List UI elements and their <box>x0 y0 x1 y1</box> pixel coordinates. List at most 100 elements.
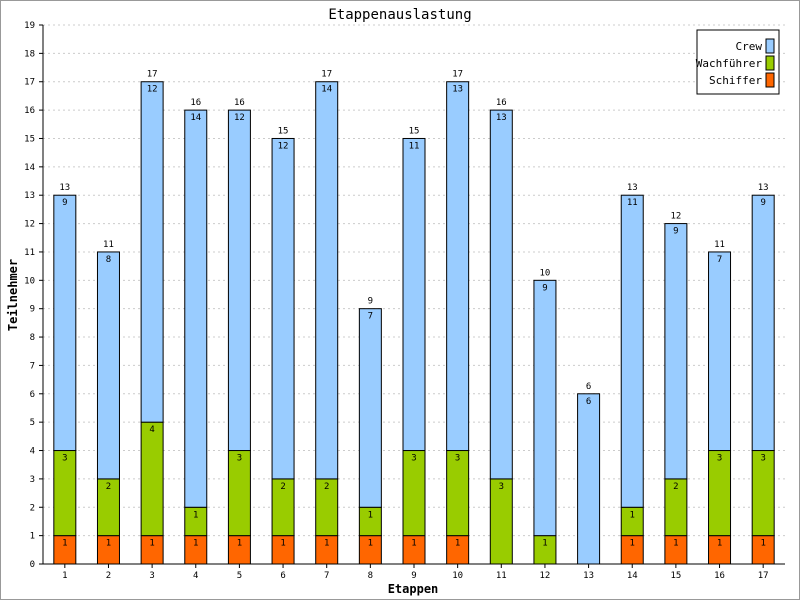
y-tick-label: 0 <box>30 560 35 570</box>
legend: Crew Wachführer Schiffer <box>696 29 780 95</box>
segment-value-label: 3 <box>717 454 722 464</box>
y-tick-label: 9 <box>30 305 35 315</box>
segment-value-label: 3 <box>62 454 67 464</box>
segment-value-label: 1 <box>62 539 67 549</box>
segment-value-label: 1 <box>455 539 460 549</box>
segment-value-label: 1 <box>760 539 765 549</box>
bar-stack-9: 1 3 11 15 <box>402 126 426 565</box>
x-tick-label: 7 <box>324 571 329 581</box>
y-tick-label: 15 <box>24 134 35 144</box>
segment-value-label: 11 <box>409 141 420 151</box>
x-tick-label: 8 <box>368 571 373 581</box>
chart-title: Etappenauslastung <box>328 7 471 23</box>
bar-total-label: 15 <box>409 126 420 136</box>
segment-value-label: 1 <box>368 510 373 520</box>
bar-segment-wachführer <box>140 421 164 537</box>
bar-stack-16: 1 3 7 11 <box>708 240 732 565</box>
x-tick-label: 12 <box>540 571 551 581</box>
segment-value-label: 6 <box>586 397 591 407</box>
bar-segment-crew <box>577 393 601 565</box>
segment-value-label: 4 <box>149 425 154 435</box>
segment-value-label: 1 <box>542 539 547 549</box>
segment-value-label: 1 <box>193 510 198 520</box>
x-tick-label: 4 <box>193 571 198 581</box>
bar-total-label: 17 <box>452 70 463 80</box>
x-axis-title: Etappen <box>388 582 439 596</box>
x-tick-label: 6 <box>280 571 285 581</box>
bar-segment-crew <box>751 194 775 452</box>
bar-segment-crew <box>140 81 164 423</box>
y-tick-label: 2 <box>30 503 35 513</box>
bar-stack-7: 1 2 14 17 <box>315 70 339 565</box>
legend-swatch <box>765 38 775 54</box>
segment-value-label: 13 <box>496 113 507 123</box>
segment-value-label: 2 <box>106 482 111 492</box>
segment-value-label: 7 <box>717 255 722 265</box>
segment-value-label: 14 <box>190 113 201 123</box>
segment-value-label: 1 <box>717 539 722 549</box>
y-tick-label: 13 <box>24 191 35 201</box>
bar-segment-crew <box>446 81 470 452</box>
x-tick-label: 16 <box>714 571 725 581</box>
bar-total-label: 11 <box>714 240 725 250</box>
y-tick-label: 10 <box>24 276 35 286</box>
bar-total-label: 17 <box>321 70 332 80</box>
bar-segment-crew <box>184 109 208 508</box>
x-tick-label: 9 <box>411 571 416 581</box>
bar-total-label: 10 <box>540 268 551 278</box>
bar-stack-13: 66 <box>577 382 601 565</box>
segment-value-label: 2 <box>280 482 285 492</box>
legend-label: Crew <box>736 40 763 53</box>
segment-value-label: 9 <box>62 198 67 208</box>
bar-segment-crew <box>664 223 688 480</box>
bar-segment-crew <box>96 251 120 480</box>
bar-segment-crew <box>53 194 77 452</box>
bar-segment-crew <box>315 81 339 480</box>
segment-value-label: 9 <box>760 198 765 208</box>
segment-value-label: 1 <box>324 539 329 549</box>
x-tick-label: 5 <box>237 571 242 581</box>
segment-value-label: 12 <box>234 113 245 123</box>
legend-label: Schiffer <box>709 74 762 87</box>
segment-value-label: 11 <box>627 198 638 208</box>
y-tick-label: 18 <box>24 49 35 59</box>
legend-swatch <box>765 55 775 71</box>
segment-value-label: 3 <box>411 454 416 464</box>
segment-value-label: 1 <box>630 539 635 549</box>
bar-segment-crew <box>271 137 295 480</box>
y-tick-label: 14 <box>24 163 35 173</box>
bar-series: 1391312811141217111416131216121215121417… <box>53 70 775 565</box>
y-tick-label: 12 <box>24 220 35 230</box>
y-tick-label: 16 <box>24 106 35 116</box>
segment-value-label: 1 <box>237 539 242 549</box>
bar-total-label: 11 <box>103 240 114 250</box>
x-tick-label: 15 <box>670 571 681 581</box>
segment-value-label: 13 <box>452 85 463 95</box>
bar-total-label: 16 <box>496 98 507 108</box>
segment-value-label: 1 <box>106 539 111 549</box>
bar-stack-3: 1 4 12 17 <box>140 70 164 565</box>
bar-total-label: 6 <box>586 382 591 392</box>
bar-segment-crew <box>227 109 251 452</box>
segment-value-label: 1 <box>149 539 154 549</box>
segment-value-label: 1 <box>411 539 416 549</box>
x-tick-label: 13 <box>583 571 594 581</box>
x-tick-label: 11 <box>496 571 507 581</box>
segment-value-label: 1 <box>368 539 373 549</box>
bar-segment-crew <box>620 194 644 508</box>
bar-total-label: 15 <box>278 126 289 136</box>
x-tick-label: 3 <box>149 571 154 581</box>
segment-value-label: 3 <box>499 482 504 492</box>
y-tick-label: 6 <box>30 390 35 400</box>
bar-segment-crew <box>708 251 732 452</box>
bar-segment-crew <box>358 308 382 508</box>
segment-value-label: 1 <box>280 539 285 549</box>
bar-total-label: 17 <box>147 70 158 80</box>
